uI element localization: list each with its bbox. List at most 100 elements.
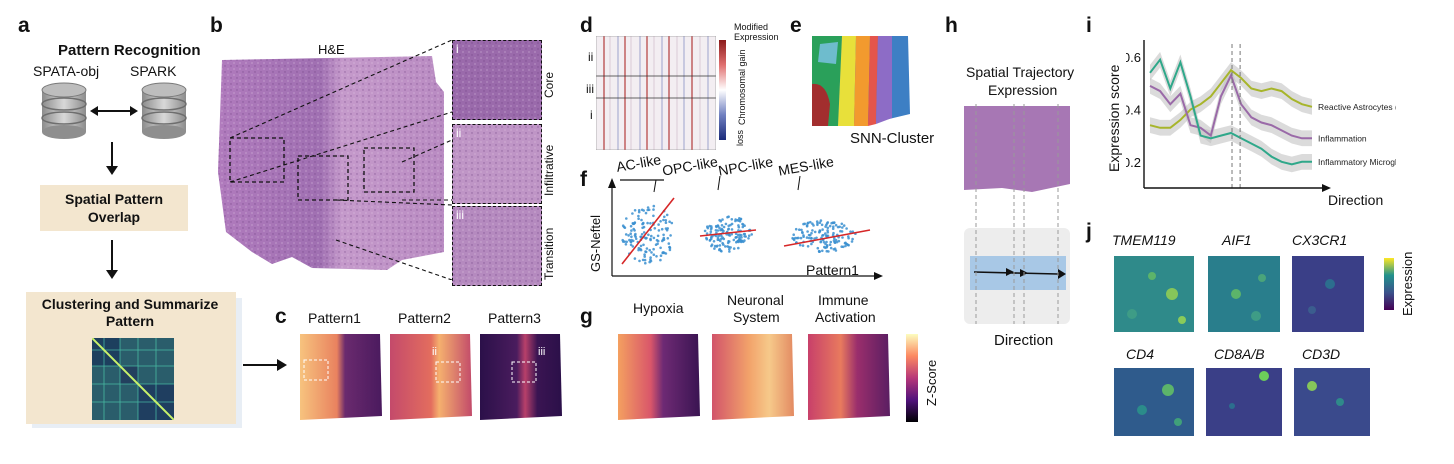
j-gene-label: CX3CR1 (1292, 232, 1348, 248)
f-group-label: OPC-like (661, 153, 719, 179)
d-legend-gain: Chromosomal gain (737, 49, 747, 125)
b-zoom-roman: iii (456, 208, 464, 222)
g-title: Neuronal (727, 292, 784, 308)
series-ribbon (1150, 67, 1312, 147)
j-gene-label: CD8A/B (1214, 346, 1265, 362)
a-step2-box (40, 185, 188, 231)
series-label: Inflammatory Microglia (1318, 157, 1396, 167)
tmem119-map (1114, 256, 1194, 332)
panel-letter-i: i (1086, 14, 1092, 37)
f-group-label: NPC-like (717, 153, 775, 179)
series-ribbon (1150, 62, 1312, 136)
f-group-label: AC-like (614, 151, 663, 175)
c-roman: iii (538, 346, 546, 358)
database-icon (141, 82, 187, 139)
b-zoom-infiltrative (452, 124, 542, 204)
database-icon (41, 82, 87, 139)
series-label: Reactive Astrocytes (TAA) (1318, 102, 1396, 112)
y-tick-label: 0.2 (1126, 155, 1141, 170)
f-scatter (608, 176, 883, 280)
expression-colorbar (1384, 258, 1394, 310)
b-zoom-label: Core (542, 71, 556, 98)
b-zoom-label: Infiltrative (542, 144, 556, 196)
he-tissue-image (218, 56, 444, 270)
b-zoom-roman: ii (456, 126, 462, 140)
b-zoom-roman: i (456, 42, 459, 56)
y-tick-label: 0.6 (1126, 50, 1141, 65)
d-colorbar (719, 40, 726, 140)
j-colorbar-label: Expression (1400, 251, 1415, 316)
cd3d-map (1294, 368, 1370, 436)
zscore-colorbar (906, 334, 918, 422)
panel-letter-b: b (210, 14, 223, 37)
panel-letter-d: d (580, 14, 593, 37)
immune-activation-map (808, 334, 890, 420)
series-line (1149, 72, 1312, 140)
panel-letter-e: e (790, 14, 802, 37)
c-roman: ii (432, 346, 437, 358)
pattern3-map (480, 334, 562, 420)
cd4-map (1114, 368, 1194, 436)
d-row-label: iii (586, 82, 594, 96)
e-label: SNN-Cluster (850, 130, 935, 147)
pattern1-map (300, 334, 382, 420)
neuronal-system-map (712, 334, 794, 420)
g-title: Hypoxia (633, 300, 684, 316)
b-zoom-transition (452, 206, 542, 286)
h-trajectory-image (964, 104, 1070, 324)
panel-letter-f: f (580, 168, 587, 191)
a-db-right-label: SPARK (130, 63, 177, 79)
g-colorbar-label: Z-Score (924, 359, 939, 406)
arrow-right-icon (243, 359, 287, 371)
h-title-line2: Expression (988, 82, 1058, 98)
panel-letter-g: g (580, 305, 593, 328)
series-label: Inflammation (1318, 133, 1367, 143)
g-title: Activation (815, 309, 876, 325)
j-gene-label: AIF1 (1222, 232, 1252, 248)
cluster-heatmap (92, 338, 174, 420)
cnv-heatmap (596, 36, 716, 150)
i-ylabel: Expression score (1106, 64, 1122, 172)
pattern2-map (390, 334, 472, 420)
y-tick-label: 0.4 (1126, 102, 1141, 117)
j-gene-label: CD4 (1126, 346, 1155, 362)
h-xlabel: Direction (994, 332, 1054, 349)
d-row-label: ii (588, 50, 594, 64)
h-title-line1: Spatial Trajectory (966, 64, 1075, 80)
panel-letter-h: h (945, 14, 958, 37)
panel-letter-j: j (1086, 220, 1092, 243)
b-zoom-label: Transition (542, 227, 556, 280)
panel-letter-a: a (18, 14, 30, 37)
d-legend-top: Modified Expression (734, 22, 779, 42)
c-title: Pattern1 (308, 310, 361, 326)
x-axis-arrow (1322, 184, 1331, 192)
c-title: Pattern2 (398, 310, 451, 326)
double-arrow-icon (90, 106, 138, 116)
expression-line-chart: Reactive Astrocytes (TAA) Inflammation Inf… (1126, 40, 1396, 192)
hypoxia-map (618, 334, 700, 420)
f-xlabel: Pattern1 (806, 262, 859, 278)
arrow-down-icon (106, 240, 118, 279)
a-title: Pattern Recognition (58, 42, 201, 59)
series-line (1149, 68, 1313, 129)
f-ylabel: GS-Neftel (588, 214, 603, 272)
series-ribbon (1150, 51, 1312, 173)
f-group-label: MES-like (777, 153, 835, 179)
g-title: System (733, 309, 780, 325)
cd8ab-map (1206, 368, 1282, 436)
j-gene-label: CD3D (1302, 346, 1341, 362)
panel-letter-c: c (275, 305, 287, 328)
aif1-map (1208, 256, 1280, 332)
b-zoom-core (452, 40, 542, 120)
a-step3-label: Clustering and Summarize Pattern (41, 296, 219, 329)
j-gene-label: TMEM119 (1112, 232, 1176, 248)
a-step2-label: Spatial Pattern Overlap (64, 191, 164, 225)
a-db-left-label: SPATA-obj (33, 63, 100, 79)
g-title: Immune (818, 292, 869, 308)
snn-cluster-map (812, 36, 910, 126)
cx3cr1-map (1292, 256, 1364, 332)
c-title: Pattern3 (488, 310, 541, 326)
b-zoom-connectors (230, 40, 453, 280)
d-legend-loss: loss (735, 129, 745, 146)
i-xlabel: Direction (1328, 192, 1384, 208)
